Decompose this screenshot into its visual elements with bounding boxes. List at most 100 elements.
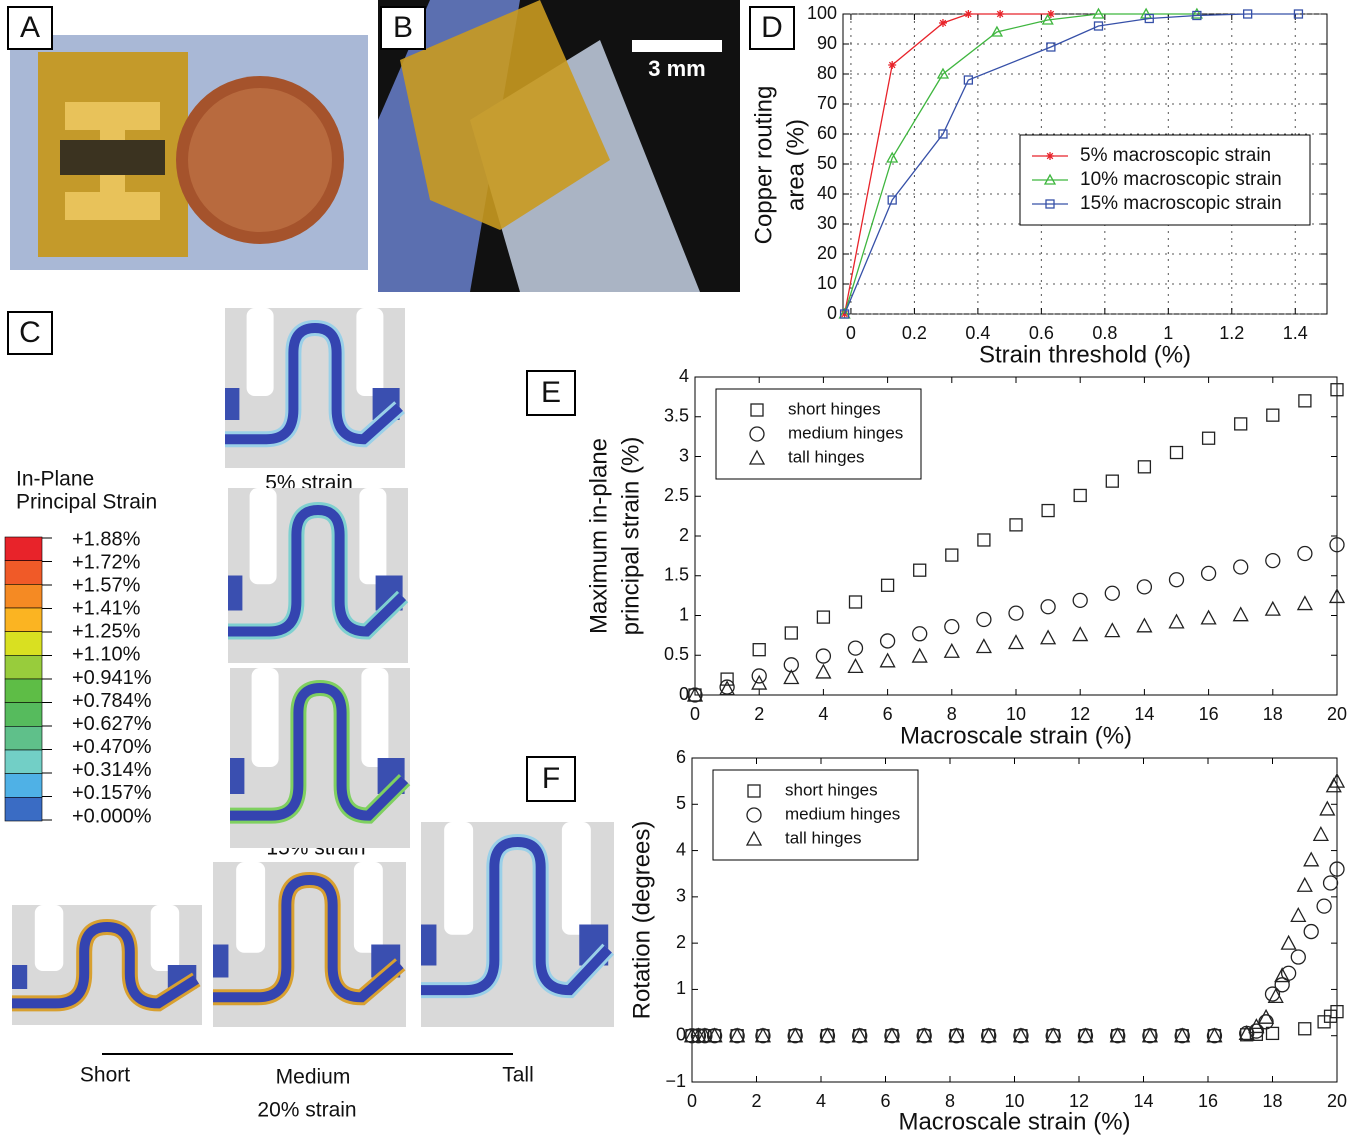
marker [1234,417,1248,431]
y-tick-label: 0 [827,303,837,323]
x-tick-label: 16 [1199,704,1219,724]
marker [880,578,895,592]
marker [948,1027,965,1043]
x-tick-label: 0 [690,704,700,724]
panel-box [380,6,426,50]
marker [1008,605,1024,621]
marker [1104,622,1121,638]
marker [1040,599,1056,615]
colorbar-label: +1.57% [72,574,141,596]
marker [1046,10,1055,18]
marker [1319,800,1336,816]
marker [1329,861,1345,877]
marker [1169,445,1184,460]
marker [1280,934,1297,950]
marker [879,652,896,668]
x-tick-label: 2 [754,704,764,724]
y-tick-label: 3 [679,445,689,465]
marker [751,674,768,690]
x-tick-label: 1.2 [1219,323,1244,343]
panel-label: D [761,11,783,44]
x-tick-label: 18 [1262,1091,1282,1111]
photo-b: 3 mm [378,0,740,292]
marker [815,663,832,679]
marker [1046,42,1056,52]
hinge-pad [230,758,245,794]
x-tick-label: 1.4 [1283,323,1308,343]
y-tick-label: 3 [676,886,686,906]
y-tick-label: 6 [676,747,686,767]
series-line [843,13,1197,315]
legend-marker [746,807,762,823]
y-tick-label: 60 [817,123,837,143]
marker [1322,875,1339,891]
hinge-trace [12,921,199,1009]
marker [1267,988,1284,1004]
colorbar-label: +0.941% [72,667,152,689]
hinge-trace [213,874,404,1003]
marker [787,1027,804,1043]
y-tick-label: 5 [676,793,686,813]
colorbar-label: +1.88% [72,528,141,550]
colorbar-label: +0.784% [72,690,152,712]
x-tick-label: 2 [751,1091,761,1111]
marker [1330,383,1344,397]
x-tick-label: 1 [1163,323,1173,343]
legend-marker [750,403,764,417]
marker [1093,21,1104,31]
panel-box [526,370,576,416]
photo-a [10,35,368,270]
marker [938,19,947,27]
marker [783,669,800,685]
marker [1329,537,1345,553]
x-axis-label: Macroscale strain (%) [898,1108,1130,1135]
marker [719,680,736,696]
marker [1298,394,1312,408]
marker [1296,595,1313,611]
marker [996,10,1005,18]
marker [913,563,927,577]
colorbar-title: In-Plane [16,468,94,491]
marker [751,668,767,684]
marker [1137,460,1152,474]
legend-label: 15% macroscopic strain [1080,193,1282,214]
x-tick-label: 0.4 [965,323,990,343]
colorbar-label: +1.25% [72,621,141,643]
y-tick-label: −1 [665,1071,686,1091]
hinge-pad [225,388,240,420]
legend-marker [1046,152,1054,160]
marker [1144,13,1154,24]
scale-bar [632,40,722,52]
legend-marker [748,449,766,465]
marker [1296,876,1313,892]
y-tick-label: 80 [817,63,837,83]
x-tick-label: 16 [1198,1091,1218,1111]
marker [1174,1027,1191,1043]
hinge-name: Medium [276,1066,351,1089]
marker [1265,552,1281,569]
marker [720,672,734,686]
marker [976,611,992,628]
x-tick-label: 12 [1070,704,1090,724]
marker [686,686,704,702]
x-tick-label: 0.8 [1092,323,1117,343]
panel-box [526,756,576,802]
colorbar-segment [4,607,43,632]
legend-label: tall hinges [788,447,865,466]
x-tick-label: 4 [818,704,828,724]
marker [1073,488,1087,503]
x-tick-label: 20 [1327,704,1347,724]
marker [1243,9,1253,19]
marker [1293,9,1304,19]
y-tick-label: 2 [679,525,689,545]
marker [975,638,992,654]
marker [1328,772,1346,788]
hinge-cutout [561,822,591,935]
marker [1041,503,1055,518]
panel-box [7,6,53,50]
marker [1072,592,1088,609]
marker [1201,431,1216,445]
y-tick-label: 1.5 [664,565,689,585]
y-tick-label: 40 [817,183,837,203]
y-tick-label: 2 [676,932,686,952]
